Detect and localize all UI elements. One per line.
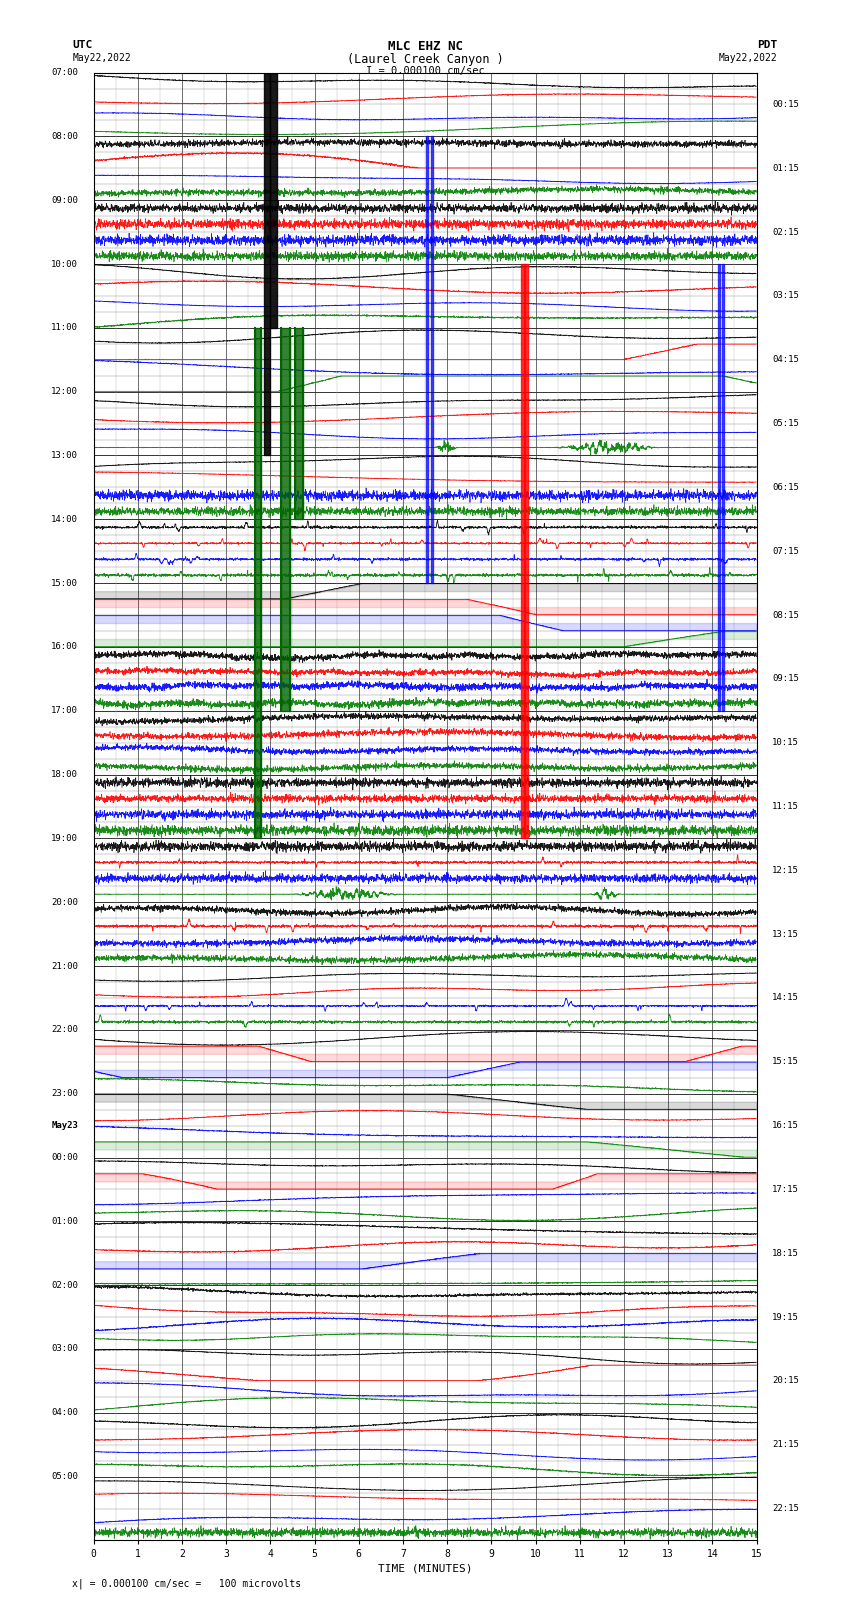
Text: 00:00: 00:00 (51, 1153, 78, 1161)
Text: 02:00: 02:00 (51, 1281, 78, 1290)
Text: 02:15: 02:15 (772, 227, 799, 237)
Text: (Laurel Creek Canyon ): (Laurel Creek Canyon ) (347, 53, 503, 66)
Text: 01:15: 01:15 (772, 165, 799, 173)
Text: 15:00: 15:00 (51, 579, 78, 587)
Text: 11:00: 11:00 (51, 323, 78, 332)
Text: May22,2022: May22,2022 (72, 53, 131, 63)
Text: 14:15: 14:15 (772, 994, 799, 1002)
Text: 11:15: 11:15 (772, 802, 799, 811)
Text: 05:15: 05:15 (772, 419, 799, 427)
Text: 10:15: 10:15 (772, 739, 799, 747)
Text: 20:00: 20:00 (51, 898, 78, 907)
Text: 19:00: 19:00 (51, 834, 78, 844)
Text: 22:00: 22:00 (51, 1026, 78, 1034)
Text: 08:15: 08:15 (772, 611, 799, 619)
Text: 05:00: 05:00 (51, 1473, 78, 1481)
Text: 08:00: 08:00 (51, 132, 78, 140)
Text: 18:15: 18:15 (772, 1248, 799, 1258)
Text: 10:00: 10:00 (51, 260, 78, 268)
Text: 03:15: 03:15 (772, 292, 799, 300)
Text: 04:15: 04:15 (772, 355, 799, 365)
Text: 16:00: 16:00 (51, 642, 78, 652)
Text: 14:00: 14:00 (51, 515, 78, 524)
Text: 15:15: 15:15 (772, 1057, 799, 1066)
Text: 22:15: 22:15 (772, 1503, 799, 1513)
Text: MLC EHZ NC: MLC EHZ NC (388, 40, 462, 53)
Text: 07:15: 07:15 (772, 547, 799, 556)
X-axis label: TIME (MINUTES): TIME (MINUTES) (377, 1563, 473, 1574)
Text: 07:00: 07:00 (51, 68, 78, 77)
Text: 12:15: 12:15 (772, 866, 799, 874)
Text: I = 0.000100 cm/sec: I = 0.000100 cm/sec (366, 66, 484, 76)
Text: 21:00: 21:00 (51, 961, 78, 971)
Text: 06:15: 06:15 (772, 482, 799, 492)
Text: 18:00: 18:00 (51, 769, 78, 779)
Text: 21:15: 21:15 (772, 1440, 799, 1448)
Text: 13:15: 13:15 (772, 929, 799, 939)
Text: UTC: UTC (72, 40, 93, 50)
Text: 09:15: 09:15 (772, 674, 799, 684)
Text: 04:00: 04:00 (51, 1408, 78, 1418)
Text: 01:00: 01:00 (51, 1216, 78, 1226)
Text: 12:00: 12:00 (51, 387, 78, 397)
Text: 20:15: 20:15 (772, 1376, 799, 1386)
Text: 19:15: 19:15 (772, 1313, 799, 1321)
Text: 09:00: 09:00 (51, 195, 78, 205)
Text: 13:00: 13:00 (51, 452, 78, 460)
Text: May23: May23 (51, 1121, 78, 1131)
Text: 17:15: 17:15 (772, 1186, 799, 1194)
Text: 03:00: 03:00 (51, 1345, 78, 1353)
Text: x| = 0.000100 cm/sec =   100 microvolts: x| = 0.000100 cm/sec = 100 microvolts (72, 1578, 302, 1589)
Text: 00:15: 00:15 (772, 100, 799, 110)
Text: 17:00: 17:00 (51, 706, 78, 715)
Text: 23:00: 23:00 (51, 1089, 78, 1098)
Text: PDT: PDT (757, 40, 778, 50)
Text: May22,2022: May22,2022 (719, 53, 778, 63)
Text: 16:15: 16:15 (772, 1121, 799, 1131)
